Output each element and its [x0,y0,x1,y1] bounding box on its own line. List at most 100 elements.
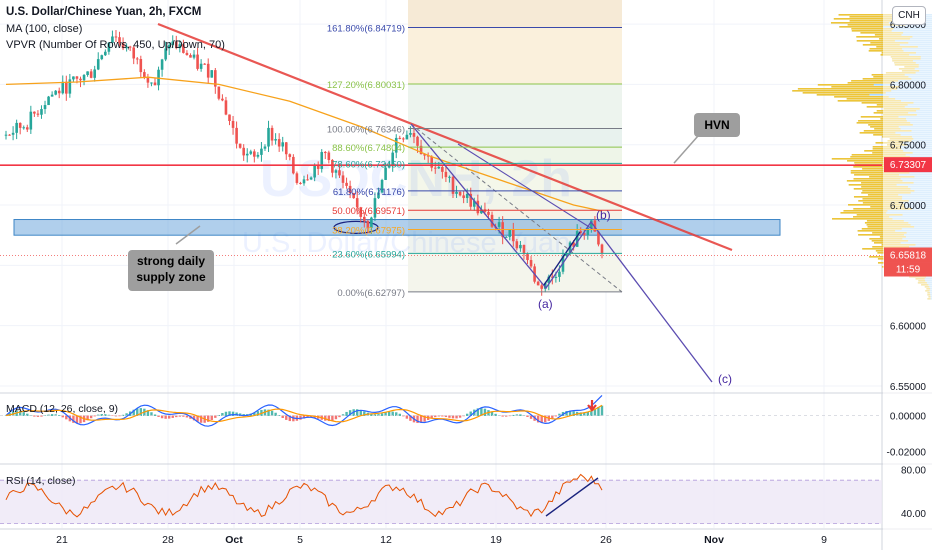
candle [391,152,394,166]
channel-upper [457,143,595,231]
macd-histogram-bar [136,408,139,416]
vpvr-row-up [833,18,893,20]
hvn-price-badge: 6.73307 [890,160,927,171]
candle [50,94,54,97]
macd-histogram-bar [22,412,25,416]
ma-100-line [5,76,603,212]
vpvr-row-up [851,28,894,30]
macd-histogram-bar [444,415,448,418]
macd-histogram-bar [26,413,29,416]
candle [597,231,600,245]
macd-histogram-bar [568,410,572,416]
candle [235,127,238,144]
macd-histogram-bar [160,415,164,419]
vpvr-indicator-label[interactable]: VPVR (Number Of Rows, 450, Up/Down, 70) [6,39,225,51]
macd-histogram-bar [338,415,341,418]
candle [458,191,462,196]
candle [96,59,100,70]
vpvr-row-up [843,210,888,212]
vpvr-row-up [854,174,900,176]
candle [295,173,299,183]
candle [228,114,231,121]
macd-histogram-bar [384,412,387,416]
candle [540,285,543,289]
elliott-wave-abc[interactable] [410,123,713,383]
macd-histogram-bar [178,415,182,417]
candle [118,37,121,44]
macd-histogram-bar [441,415,444,417]
candle [178,44,182,49]
vpvr-row-up [859,132,896,134]
candle [72,76,75,80]
macd-histogram-bar [430,415,433,419]
currency-button[interactable]: CNH [892,6,926,25]
macd-histogram-bar [125,413,128,416]
macd-pane-label[interactable]: MACD (12, 26, close, 9) [6,403,119,415]
candle [320,152,324,169]
candle [22,127,26,129]
macd-histogram-bar [583,412,586,416]
vpvr-row-up [792,90,892,92]
candle [25,127,29,130]
time-tick: 9 [821,534,827,546]
macd-histogram-bar [551,415,554,419]
vpvr-row-up [816,94,870,96]
candle [302,179,306,184]
candle [554,276,558,278]
macd-histogram-bar [100,414,103,416]
vpvr-row-up [853,208,913,210]
hvn-callout: HVN [694,113,740,137]
macd-histogram-bar [214,415,217,418]
candle [455,191,458,194]
candle [370,217,373,228]
fib-label: 61.80%(6.71176) [333,187,405,198]
macd-histogram-bar [114,415,118,417]
candle [551,276,554,278]
candle [182,44,185,53]
macd-histogram-bar [18,410,22,416]
candle [508,229,512,237]
candle [416,136,419,146]
descending-trendline[interactable] [157,22,733,252]
candle [462,195,465,199]
watermark-symbol: USDCNH, 2h [260,150,572,208]
last-price-badge: 6.65818 [890,250,927,261]
candle [125,46,128,49]
candle [167,45,171,49]
macd-histogram-bar [104,414,107,416]
candle [253,151,256,157]
ma-indicator-label[interactable]: MA (100, close) [6,23,83,35]
macd-histogram-bar [231,411,235,416]
candle [221,98,224,101]
vpvr-row-up [834,96,889,98]
candle [40,109,43,115]
rsi-pane-label[interactable]: RSI (14, close) [6,475,76,487]
macd-tick: 0.00000 [890,411,927,422]
macd-histogram-bar [512,414,515,416]
vpvr-row-up [837,100,902,102]
macd-histogram-bar [490,412,494,416]
vpvr-row-up [832,218,893,220]
macd-histogram-bar [465,413,469,416]
macd-histogram-bar [199,415,203,423]
macd-histogram-bar [554,415,558,417]
candle [590,220,593,229]
macd-histogram-bar [132,409,135,416]
candle [323,152,327,154]
macd-histogram-bar [536,415,540,423]
candle [526,254,529,261]
macd-histogram-bar [139,408,143,416]
rsi-band [0,480,882,524]
candle [86,71,89,76]
macd-histogram-bar [483,408,487,416]
macd-histogram-bar [448,415,451,418]
vpvr-row-up [853,216,890,218]
candle [582,232,586,236]
vpvr-row-up [797,88,898,90]
candle [171,41,175,46]
candle [409,133,412,135]
macd-histogram-bar [192,415,196,421]
candle [36,113,40,115]
